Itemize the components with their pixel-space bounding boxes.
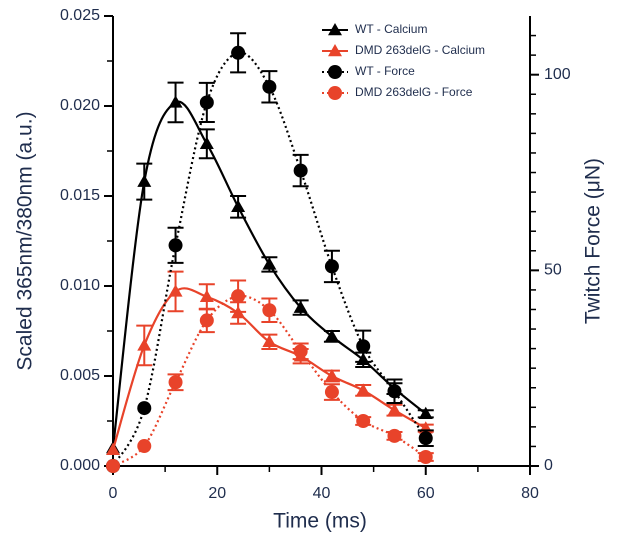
marker — [262, 257, 277, 270]
y-tick-label: 0.005 — [60, 367, 100, 384]
marker — [231, 199, 246, 213]
marker — [168, 375, 183, 390]
x-tick-label: 80 — [521, 485, 539, 502]
marker — [262, 334, 277, 348]
marker — [387, 403, 402, 416]
legend-label: DMD 263delG - Force — [355, 85, 473, 99]
series-line — [112, 51, 427, 467]
marker — [356, 339, 371, 354]
x-tick-label: 40 — [313, 485, 331, 502]
marker — [293, 163, 308, 178]
marker — [418, 450, 433, 464]
marker — [106, 459, 120, 473]
marker — [324, 385, 339, 400]
marker — [324, 369, 339, 382]
x-tick-label: 60 — [417, 485, 435, 502]
y-tick-label: 0.015 — [60, 187, 100, 204]
legend-marker — [328, 23, 342, 36]
y-tick-label: 0.000 — [60, 457, 100, 474]
marker — [199, 136, 214, 150]
legend-marker — [328, 86, 342, 100]
marker — [231, 45, 246, 60]
legend-marker — [328, 44, 342, 57]
marker — [106, 442, 120, 456]
x-tick-label: 0 — [109, 485, 118, 502]
marker — [293, 344, 308, 359]
marker — [168, 95, 183, 108]
series-line — [111, 100, 427, 449]
marker — [418, 406, 433, 420]
marker — [137, 439, 152, 454]
marker — [199, 313, 214, 328]
marker — [262, 79, 277, 94]
marker — [168, 238, 183, 253]
legend-marker — [328, 65, 342, 79]
marker — [324, 259, 339, 274]
marker — [199, 95, 214, 110]
marker — [293, 300, 308, 313]
x-axis-title: Time (ms) — [273, 510, 367, 533]
legend-label: WT - Force — [355, 64, 415, 78]
y-axis-title: Scaled 365nm/380nm (a.u.) — [14, 111, 37, 370]
y-tick-label: 0.010 — [60, 277, 100, 294]
marker — [356, 383, 371, 396]
y-tick-label: 0.020 — [60, 97, 100, 114]
y2-tick-label: 100 — [544, 66, 571, 83]
marker — [356, 414, 371, 428]
marker — [137, 174, 152, 187]
y2-tick-label: 50 — [544, 262, 562, 279]
marker — [137, 338, 152, 351]
marker — [262, 303, 277, 318]
marker — [137, 401, 152, 416]
y-tick-label: 0.025 — [60, 7, 100, 24]
marker — [387, 384, 402, 399]
marker — [418, 431, 433, 446]
y2-axis-title: Twitch Force (μN) — [582, 158, 605, 324]
legend-label: DMD 263delG - Calcium — [355, 43, 485, 57]
marker — [231, 289, 246, 304]
marker — [387, 428, 402, 443]
legend-label: WT - Calcium — [355, 22, 427, 36]
marker — [168, 284, 183, 297]
x-tick-label: 20 — [208, 485, 226, 502]
marker — [199, 289, 214, 303]
y2-tick-label: 0 — [544, 457, 553, 474]
marker — [324, 329, 339, 342]
